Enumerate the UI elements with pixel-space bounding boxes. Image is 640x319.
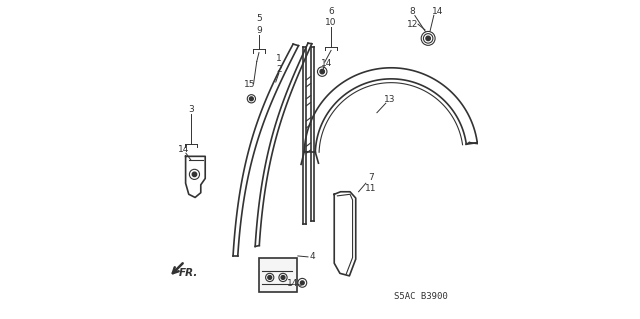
- Text: 9: 9: [256, 26, 262, 35]
- Text: 15: 15: [244, 80, 255, 89]
- Text: 12: 12: [406, 20, 418, 29]
- Text: 1: 1: [276, 54, 282, 63]
- Text: 7: 7: [368, 173, 374, 182]
- Text: S5AC B3900: S5AC B3900: [394, 292, 448, 300]
- Text: 8: 8: [410, 7, 415, 16]
- Text: 4: 4: [310, 252, 316, 261]
- Text: 10: 10: [325, 19, 337, 27]
- Circle shape: [250, 97, 253, 101]
- Circle shape: [192, 172, 196, 177]
- Circle shape: [426, 36, 430, 41]
- Circle shape: [300, 281, 304, 285]
- Text: 14: 14: [432, 7, 444, 16]
- Text: 2: 2: [276, 65, 282, 74]
- Text: FR.: FR.: [179, 268, 198, 278]
- Text: 11: 11: [365, 184, 376, 193]
- Text: 14: 14: [178, 145, 189, 154]
- Text: 5: 5: [256, 14, 262, 23]
- Text: 6: 6: [328, 7, 334, 16]
- Text: 14: 14: [321, 59, 332, 68]
- Bar: [259, 257, 296, 292]
- Circle shape: [281, 276, 285, 279]
- Text: 13: 13: [385, 95, 396, 104]
- Circle shape: [320, 69, 324, 74]
- Circle shape: [268, 276, 271, 279]
- Text: 3: 3: [188, 105, 194, 114]
- Text: 14: 14: [287, 279, 299, 288]
